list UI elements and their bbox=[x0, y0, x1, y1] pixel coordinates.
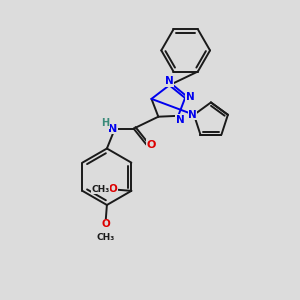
Text: CH₃: CH₃ bbox=[91, 185, 109, 194]
Text: O: O bbox=[101, 219, 110, 229]
Text: O: O bbox=[109, 184, 117, 194]
Text: CH₃: CH₃ bbox=[96, 233, 115, 242]
Text: H: H bbox=[101, 118, 110, 128]
Text: N: N bbox=[188, 110, 197, 120]
Text: N: N bbox=[165, 76, 174, 86]
Text: N: N bbox=[186, 92, 194, 102]
Text: N: N bbox=[176, 115, 184, 125]
Text: N: N bbox=[108, 124, 117, 134]
Text: O: O bbox=[147, 140, 156, 150]
